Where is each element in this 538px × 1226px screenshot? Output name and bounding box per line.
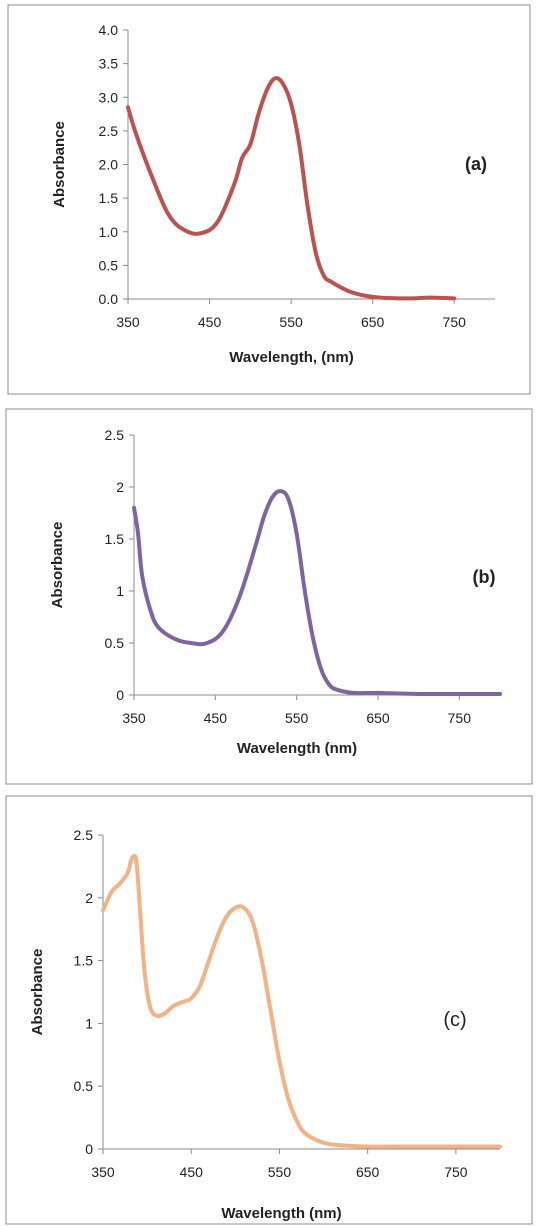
y-tick-label: 2	[85, 890, 93, 906]
y-tick-label: 2.5	[105, 427, 125, 443]
y-tick-label: 1	[116, 583, 124, 599]
chart-panel-c: 0 0.5 1 1.5 2 2.5 350 450 550 650 750 Wavelength (n…	[0, 794, 538, 1226]
x-axis-title: Wavelength, (nm)	[229, 349, 353, 366]
absorbance-chart-c: 0 0.5 1 1.5 2 2.5 350 450 550 650 750 Wavelength (n…	[0, 794, 538, 1226]
x-tick-label: 650	[366, 710, 390, 726]
panel-frame	[8, 5, 530, 394]
absorbance-chart-a: 0.0 0.5 1.0 1.5 2.0 2.5 3.0 3.5 4.0 350 450 550 650 7…	[0, 0, 538, 400]
absorbance-series-line	[134, 491, 500, 694]
y-tick-label: 4.0	[99, 22, 119, 38]
x-tick-label: 550	[268, 1164, 292, 1180]
y-axis-title: Absorbance	[49, 522, 66, 609]
x-tick-label: 550	[279, 314, 303, 330]
x-tick-label: 550	[285, 710, 309, 726]
y-tick-label: 3.5	[99, 56, 119, 72]
y-axis-title: Absorbance	[29, 949, 46, 1036]
y-tick-label: 3.0	[99, 89, 119, 105]
panel-label: (b)	[473, 567, 496, 587]
absorbance-series-line	[103, 856, 500, 1147]
y-tick-label: 1.5	[74, 953, 94, 969]
x-tick-label: 350	[122, 710, 146, 726]
y-tick-label: 1	[85, 1015, 93, 1031]
y-tick-label: 1.5	[99, 190, 119, 206]
x-axis-title: Wavelength (nm)	[221, 1205, 341, 1222]
y-tick-label: 2	[116, 479, 124, 495]
x-tick-label: 350	[116, 314, 140, 330]
x-tick-label: 450	[180, 1164, 204, 1180]
y-tick-label: 2.0	[99, 157, 119, 173]
y-tick-label: 0	[116, 687, 124, 703]
x-tick-label: 750	[448, 710, 472, 726]
absorbance-chart-b: 0 0.5 1 1.5 2 2.5 350 450 550 650 750 Wavelength (n…	[0, 407, 538, 787]
y-tick-label: 0	[85, 1141, 93, 1157]
y-tick-label: 0.5	[105, 635, 125, 651]
panel-label: (c)	[443, 1009, 466, 1031]
y-tick-label: 1.0	[99, 224, 119, 240]
chart-panel-b: 0 0.5 1 1.5 2 2.5 350 450 550 650 750 Wavelength (n…	[0, 407, 538, 787]
y-tick-label: 2.5	[74, 827, 94, 843]
y-tick-label: 2.5	[99, 123, 119, 139]
x-tick-label: 750	[444, 1164, 468, 1180]
x-tick-label: 650	[361, 314, 385, 330]
x-tick-label: 450	[198, 314, 222, 330]
y-axis-title: Absorbance	[51, 121, 68, 208]
y-tick-label: 1.5	[105, 531, 125, 547]
x-tick-label: 450	[204, 710, 228, 726]
chart-panel-a: 0.0 0.5 1.0 1.5 2.0 2.5 3.0 3.5 4.0 350 450 550 650 7…	[0, 0, 538, 400]
y-tick-label: 0.0	[99, 291, 119, 307]
x-axis-title: Wavelength (nm)	[237, 740, 357, 757]
panel-label: (a)	[465, 154, 487, 174]
x-tick-label: 750	[443, 314, 467, 330]
x-tick-label: 350	[91, 1164, 115, 1180]
panel-frame	[6, 409, 532, 784]
x-tick-label: 650	[356, 1164, 380, 1180]
y-tick-label: 0.5	[99, 257, 119, 273]
y-tick-label: 0.5	[74, 1078, 94, 1094]
absorbance-series-line	[128, 78, 454, 298]
